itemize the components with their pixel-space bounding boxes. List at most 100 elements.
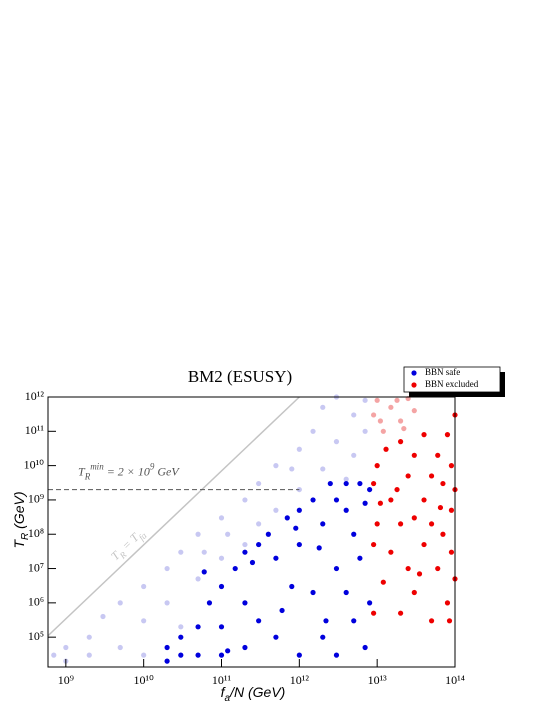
data-point: [117, 600, 123, 606]
data-point: [195, 531, 201, 537]
data-point: [141, 583, 147, 590]
data-point: [367, 600, 373, 606]
data-point: [218, 624, 225, 630]
data-point: [310, 497, 316, 503]
data-point: [289, 583, 295, 590]
data-point: [397, 521, 404, 527]
y-axis-label-part: (GeV): [11, 491, 27, 532]
data-point: [405, 473, 411, 479]
data-point: [320, 521, 326, 527]
data-point: [388, 549, 394, 555]
data-point: [362, 428, 368, 434]
legend-box: [403, 366, 501, 393]
data-point: [164, 658, 170, 664]
y-tick-label: 10⁶: [28, 595, 44, 609]
data-point: [178, 624, 184, 630]
y-tick-label: 10¹¹: [25, 423, 45, 437]
data-point: [242, 497, 248, 503]
data-point: [141, 652, 147, 658]
x-axis-label-part: f: [221, 684, 227, 700]
data-point: [416, 571, 423, 577]
data-point: [444, 600, 451, 606]
data-point: [225, 648, 231, 654]
data-point: [195, 652, 201, 658]
data-point: [296, 541, 302, 548]
data-point: [51, 652, 57, 658]
data-point: [293, 525, 299, 531]
diagonal-line: [47, 396, 300, 637]
data-point: [320, 466, 326, 472]
data-point: [428, 618, 435, 624]
x-tick-label: 10¹³: [368, 673, 388, 687]
data-point: [397, 610, 404, 616]
data-point: [397, 418, 404, 424]
data-point: [256, 521, 262, 527]
reference-label-part: 9: [150, 462, 155, 472]
data-point: [225, 531, 231, 537]
data-point: [273, 634, 279, 640]
data-point: [362, 644, 368, 651]
y-tick-label: 10⁹: [28, 492, 44, 506]
data-point: [178, 652, 184, 658]
data-point: [411, 515, 417, 521]
x-tick-label: 10¹¹: [212, 673, 232, 687]
reference-label: TRmin = 2 × 109 GeV: [78, 462, 180, 482]
data-point: [357, 480, 363, 487]
data-point: [367, 486, 373, 493]
data-point: [374, 463, 380, 469]
diagonal-label-part: R: [117, 549, 129, 561]
data-point: [279, 607, 285, 614]
data-point: [310, 428, 316, 434]
legend-marker: [411, 370, 417, 376]
data-point: [195, 624, 201, 630]
reference-label-part: GeV: [154, 464, 180, 478]
data-point: [195, 576, 201, 582]
data-point: [351, 531, 357, 537]
y-axis-label-part: T: [11, 539, 27, 549]
data-point: [117, 644, 123, 651]
y-tick-label: 10¹²: [25, 389, 45, 403]
data-point: [394, 397, 400, 403]
data-point: [440, 480, 446, 487]
data-point: [100, 613, 106, 620]
data-point: [218, 555, 225, 561]
x-axis-label-part: a: [225, 693, 231, 704]
data-point: [377, 500, 383, 506]
data-point: [362, 500, 368, 506]
data-point: [371, 480, 377, 487]
data-point: [371, 541, 377, 548]
data-point: [232, 565, 238, 572]
data-point: [388, 497, 394, 503]
y-tick-label: 10⁸: [28, 526, 44, 540]
data-point: [323, 618, 329, 624]
data-point: [411, 589, 417, 596]
data-point: [374, 397, 380, 403]
data-point: [357, 555, 363, 561]
data-point: [164, 644, 170, 651]
plot-frame: [47, 396, 456, 668]
data-point: [380, 428, 386, 434]
data-point: [284, 515, 290, 521]
data-point: [343, 476, 349, 482]
data-point: [289, 466, 295, 472]
data-point: [448, 463, 455, 469]
data-point: [388, 404, 394, 410]
data-point: [440, 531, 446, 537]
data-point: [310, 589, 316, 596]
data-point: [206, 600, 213, 606]
y-tick-label: 10⁷: [28, 560, 44, 574]
data-point: [380, 579, 386, 585]
data-point: [377, 418, 383, 424]
data-point: [374, 521, 380, 527]
data-point: [256, 480, 262, 487]
data-point: [86, 634, 92, 640]
data-point: [273, 463, 279, 469]
data-point: [383, 446, 389, 452]
x-tick-label: 10¹²: [290, 673, 310, 687]
data-point: [218, 515, 225, 521]
data-point: [351, 412, 357, 418]
x-tick-label: 10⁹: [58, 673, 74, 687]
data-point: [405, 565, 411, 572]
